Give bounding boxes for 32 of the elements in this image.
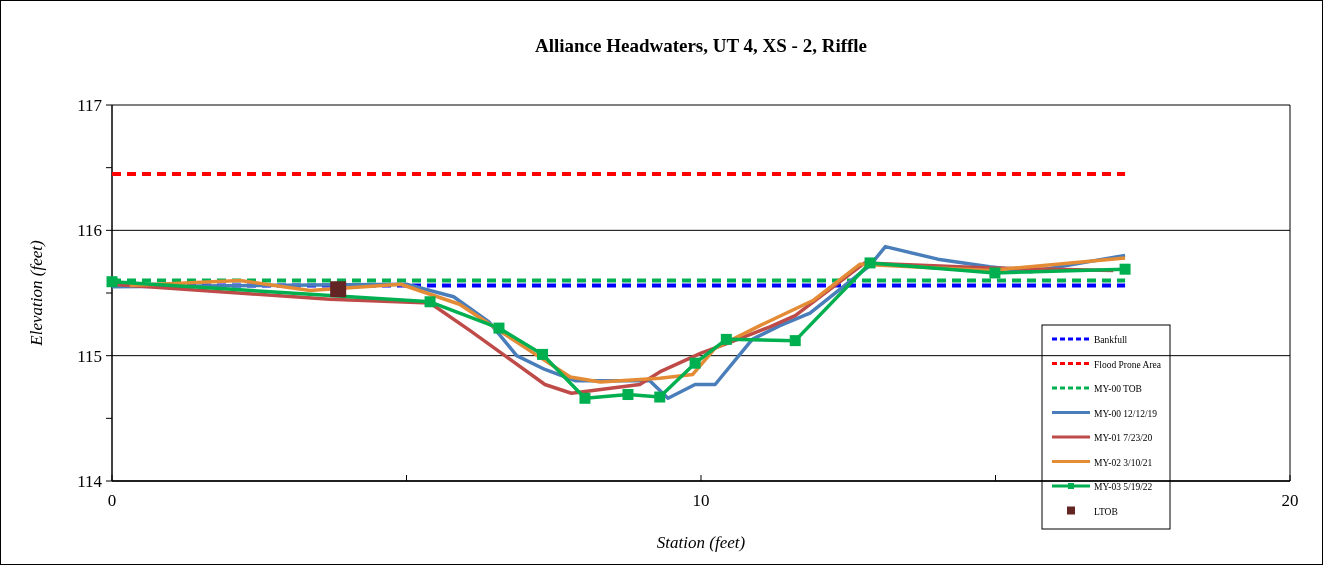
point (689, 357, 701, 369)
x-tick-label: 10 (692, 491, 710, 510)
legend-label: MY-02 3/10/21 (1094, 457, 1153, 468)
x-axis-title: Station (feet) (656, 533, 746, 552)
point (424, 296, 436, 308)
y-axis-title: Elevation (feet) (27, 240, 46, 347)
point (1119, 263, 1131, 275)
point (330, 281, 347, 298)
y-tick-label: 114 (77, 472, 103, 491)
point (537, 348, 549, 360)
y-tick-label: 117 (77, 96, 103, 115)
y-tick-label: 116 (77, 221, 102, 241)
legend-label: MY-00 12/12/19 (1094, 408, 1158, 419)
legend-label: LTOB (1094, 506, 1118, 517)
legend-label: Bankfull (1094, 335, 1128, 345)
x-tick-label: 0 (107, 491, 117, 510)
point (720, 333, 732, 345)
point (106, 276, 118, 288)
legend-label: MY-01 7/23/20 (1094, 433, 1153, 443)
point (864, 257, 876, 269)
point (654, 391, 666, 403)
point (579, 392, 591, 404)
point (622, 389, 634, 401)
point (493, 322, 505, 334)
point (989, 267, 1001, 279)
chart-title: Alliance Headwaters, UT 4, XS - 2, Riffle (534, 35, 868, 56)
legend-label: MY-03 5/19/22 (1094, 482, 1153, 492)
legend-label: MY-00 TOB (1094, 384, 1142, 394)
point (789, 335, 801, 347)
y-tick-label: 115 (77, 346, 102, 366)
legend-label: Flood Prone Area (1094, 359, 1162, 370)
x-tick-label: 20 (1281, 491, 1299, 510)
